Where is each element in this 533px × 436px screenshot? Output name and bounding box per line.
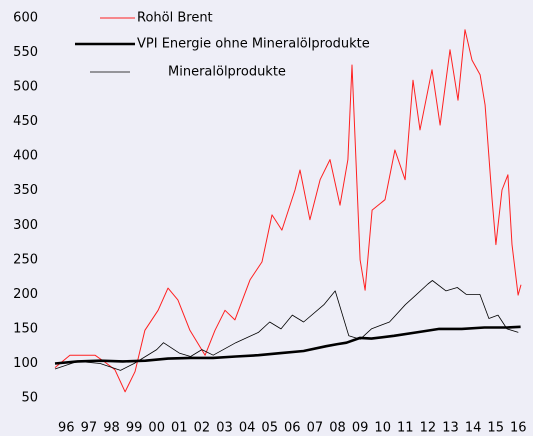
x-tick-label: 98	[103, 421, 120, 436]
x-tick-label: 12	[420, 421, 437, 436]
legend-label: VPI Energie ohne Mineralölprodukte	[137, 37, 370, 52]
x-tick-label: 13	[442, 421, 459, 436]
y-tick-label: 150	[13, 321, 38, 336]
y-tick-label: 350	[13, 183, 38, 198]
x-tick-label: 06	[284, 421, 301, 436]
x-tick-label: 96	[58, 421, 75, 436]
x-tick-label: 14	[465, 421, 482, 436]
x-tick-label: 00	[148, 421, 165, 436]
x-tick-label: 04	[239, 421, 256, 436]
y-tick-label: 450	[13, 114, 38, 129]
x-tick-label: 16	[510, 421, 527, 436]
x-tick-label: 99	[126, 421, 143, 436]
legend-label: Mineralölprodukte	[168, 65, 286, 80]
x-tick-label: 08	[329, 421, 346, 436]
series-line	[54, 29, 522, 393]
x-tick-label: 15	[487, 421, 504, 436]
y-tick-label: 300	[13, 218, 38, 233]
x-tick-label: 03	[216, 421, 233, 436]
y-tick-label: 200	[13, 287, 38, 302]
series-line	[54, 280, 519, 371]
x-tick-label: 10	[374, 421, 391, 436]
y-tick-label: 100	[13, 356, 38, 371]
x-tick-label: 09	[352, 421, 369, 436]
x-tick-label: 01	[171, 421, 188, 436]
y-tick-label: 400	[13, 149, 38, 164]
x-tick-label: 05	[261, 421, 278, 436]
x-tick-label: 11	[397, 421, 414, 436]
y-tick-label: 500	[13, 80, 38, 95]
y-tick-label: 50	[21, 391, 38, 406]
y-tick-label: 250	[13, 252, 38, 267]
x-tick-label: 02	[194, 421, 211, 436]
series-line	[54, 325, 521, 365]
y-tick-label: 550	[13, 45, 38, 60]
x-tick-label: 97	[81, 421, 98, 436]
legend-label: Rohöl Brent	[137, 11, 213, 26]
x-tick-label: 07	[307, 421, 324, 436]
y-tick-label: 600	[13, 11, 38, 26]
